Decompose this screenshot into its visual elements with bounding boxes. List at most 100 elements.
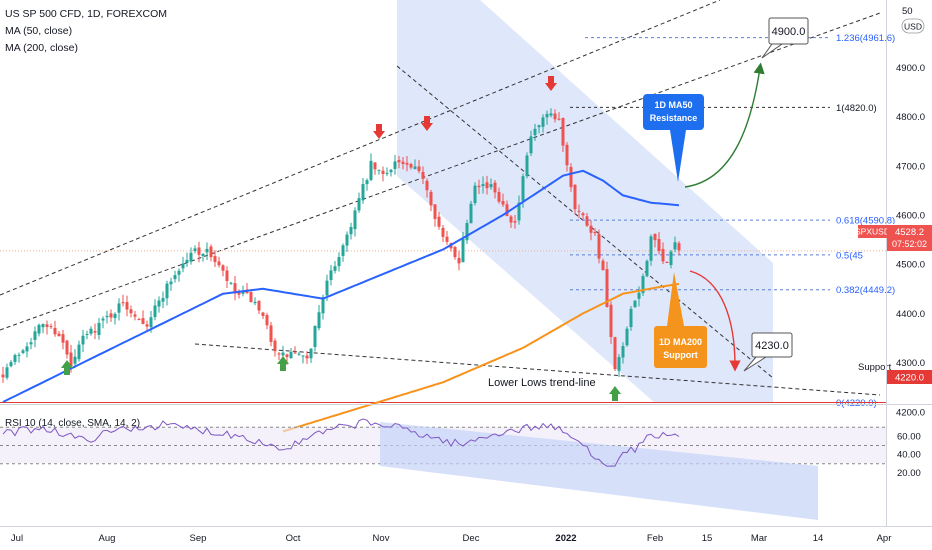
candle-body — [485, 182, 489, 189]
candle-body — [17, 354, 21, 356]
candle-body — [605, 269, 609, 307]
candle-body — [165, 283, 169, 299]
candle-body — [229, 282, 233, 284]
candle-body — [629, 308, 633, 328]
mid-rising-trendline — [0, 12, 881, 331]
buy-signal-arrow — [277, 356, 289, 371]
candle-body — [437, 216, 441, 227]
candle-body — [277, 353, 281, 355]
candle-body — [105, 315, 109, 318]
candle-body — [109, 313, 113, 318]
candle-body — [509, 216, 513, 223]
candle-body — [417, 166, 421, 172]
time-axis-tick: Nov — [373, 533, 390, 544]
price-axis-tick: 4600.0 — [896, 211, 925, 222]
sell-signal-arrow — [545, 76, 557, 91]
time-axis-tick: Aug — [99, 533, 116, 544]
candle-body — [221, 265, 225, 271]
fib-level-label: 1(4820.0) — [836, 103, 877, 114]
ma200-legend: MA (200, close) — [5, 42, 78, 54]
candle-body — [649, 236, 653, 261]
candle-body — [377, 169, 381, 171]
candle-body — [489, 184, 493, 188]
candle-body — [61, 334, 65, 343]
candle-body — [445, 236, 449, 242]
candle-body — [545, 113, 549, 118]
candle-body — [121, 302, 125, 304]
candle-body — [593, 231, 597, 234]
candle-body — [621, 346, 625, 358]
candle-body — [501, 200, 505, 205]
candle-body — [577, 210, 581, 212]
candle-body — [389, 169, 393, 173]
candle-body — [317, 312, 321, 329]
rsi-axis-tick: 40.00 — [897, 450, 921, 461]
bearish-projection-arrow — [689, 270, 741, 372]
candle-body — [141, 318, 145, 324]
candle-body — [321, 297, 325, 314]
candle-body — [613, 337, 617, 370]
candle-countdown: 07:52:02 — [892, 239, 927, 249]
rsi-pane[interactable] — [0, 418, 886, 520]
candle-body — [565, 144, 569, 166]
fib-level-label: 0.382(4449.2) — [836, 285, 895, 296]
ma50-line — [2, 169, 680, 403]
candle-body — [225, 270, 229, 281]
candle-body — [661, 248, 665, 262]
candle-body — [213, 256, 217, 263]
ma200-callout-box — [654, 326, 707, 368]
candle-body — [309, 348, 313, 359]
time-axis-tick: Sep — [190, 533, 207, 544]
candle-body — [457, 257, 461, 264]
candle-body — [301, 355, 305, 357]
currency-label: USD — [904, 22, 922, 32]
candle-body — [173, 275, 177, 280]
candle-body — [637, 292, 641, 299]
price-axis-tick: 4200.0 — [896, 407, 925, 418]
support-price-badge — [887, 370, 932, 384]
candle-body — [625, 328, 629, 346]
currency-badge[interactable] — [901, 18, 925, 34]
candle-body — [65, 340, 69, 355]
candle-body — [541, 117, 545, 127]
ma200-line — [282, 282, 680, 433]
candle-body — [37, 324, 41, 334]
candle-body — [645, 260, 649, 277]
ma50-callout-line2: Resistance — [650, 113, 698, 123]
symbol-title: US SP 500 CFD, 1D, FOREXCOM — [5, 8, 168, 20]
candle-body — [217, 261, 221, 266]
upper-rising-trendline — [0, 0, 721, 296]
candle-body — [197, 247, 201, 255]
candle-body — [53, 327, 57, 335]
candle-body — [433, 204, 437, 220]
price-axis-tick: 4300.0 — [896, 358, 925, 369]
candle-body — [9, 362, 13, 367]
candle-body — [293, 352, 297, 354]
buy-signal-arrow — [609, 386, 621, 401]
target-low-label: 4230.0 — [755, 340, 789, 352]
candle-body — [257, 300, 261, 311]
candle-body — [333, 266, 337, 271]
candle-body — [77, 344, 81, 360]
candle-body — [193, 248, 197, 252]
candle-body — [473, 185, 477, 204]
candle-body — [161, 297, 165, 302]
time-axis-tick: Oct — [286, 533, 301, 544]
candle-body — [633, 300, 637, 308]
candle-body — [33, 331, 37, 340]
price-pane[interactable]: 1.236(4961.6) 1(4820.0) 0.618(4590.8) 0.5(4… — [0, 0, 895, 433]
candle-body — [125, 302, 129, 310]
price-axis-top-tick: 50 — [902, 6, 913, 17]
candle-body — [421, 171, 425, 179]
candle-body — [481, 184, 485, 187]
candle-body — [385, 172, 389, 174]
candle-body — [393, 161, 397, 169]
candle-body — [441, 227, 445, 237]
candle-body — [341, 245, 345, 256]
candle-body — [497, 192, 501, 202]
time-axis-tick: Mar — [751, 533, 767, 544]
lower-lows-trendline — [194, 343, 881, 396]
candle-body — [537, 125, 541, 128]
